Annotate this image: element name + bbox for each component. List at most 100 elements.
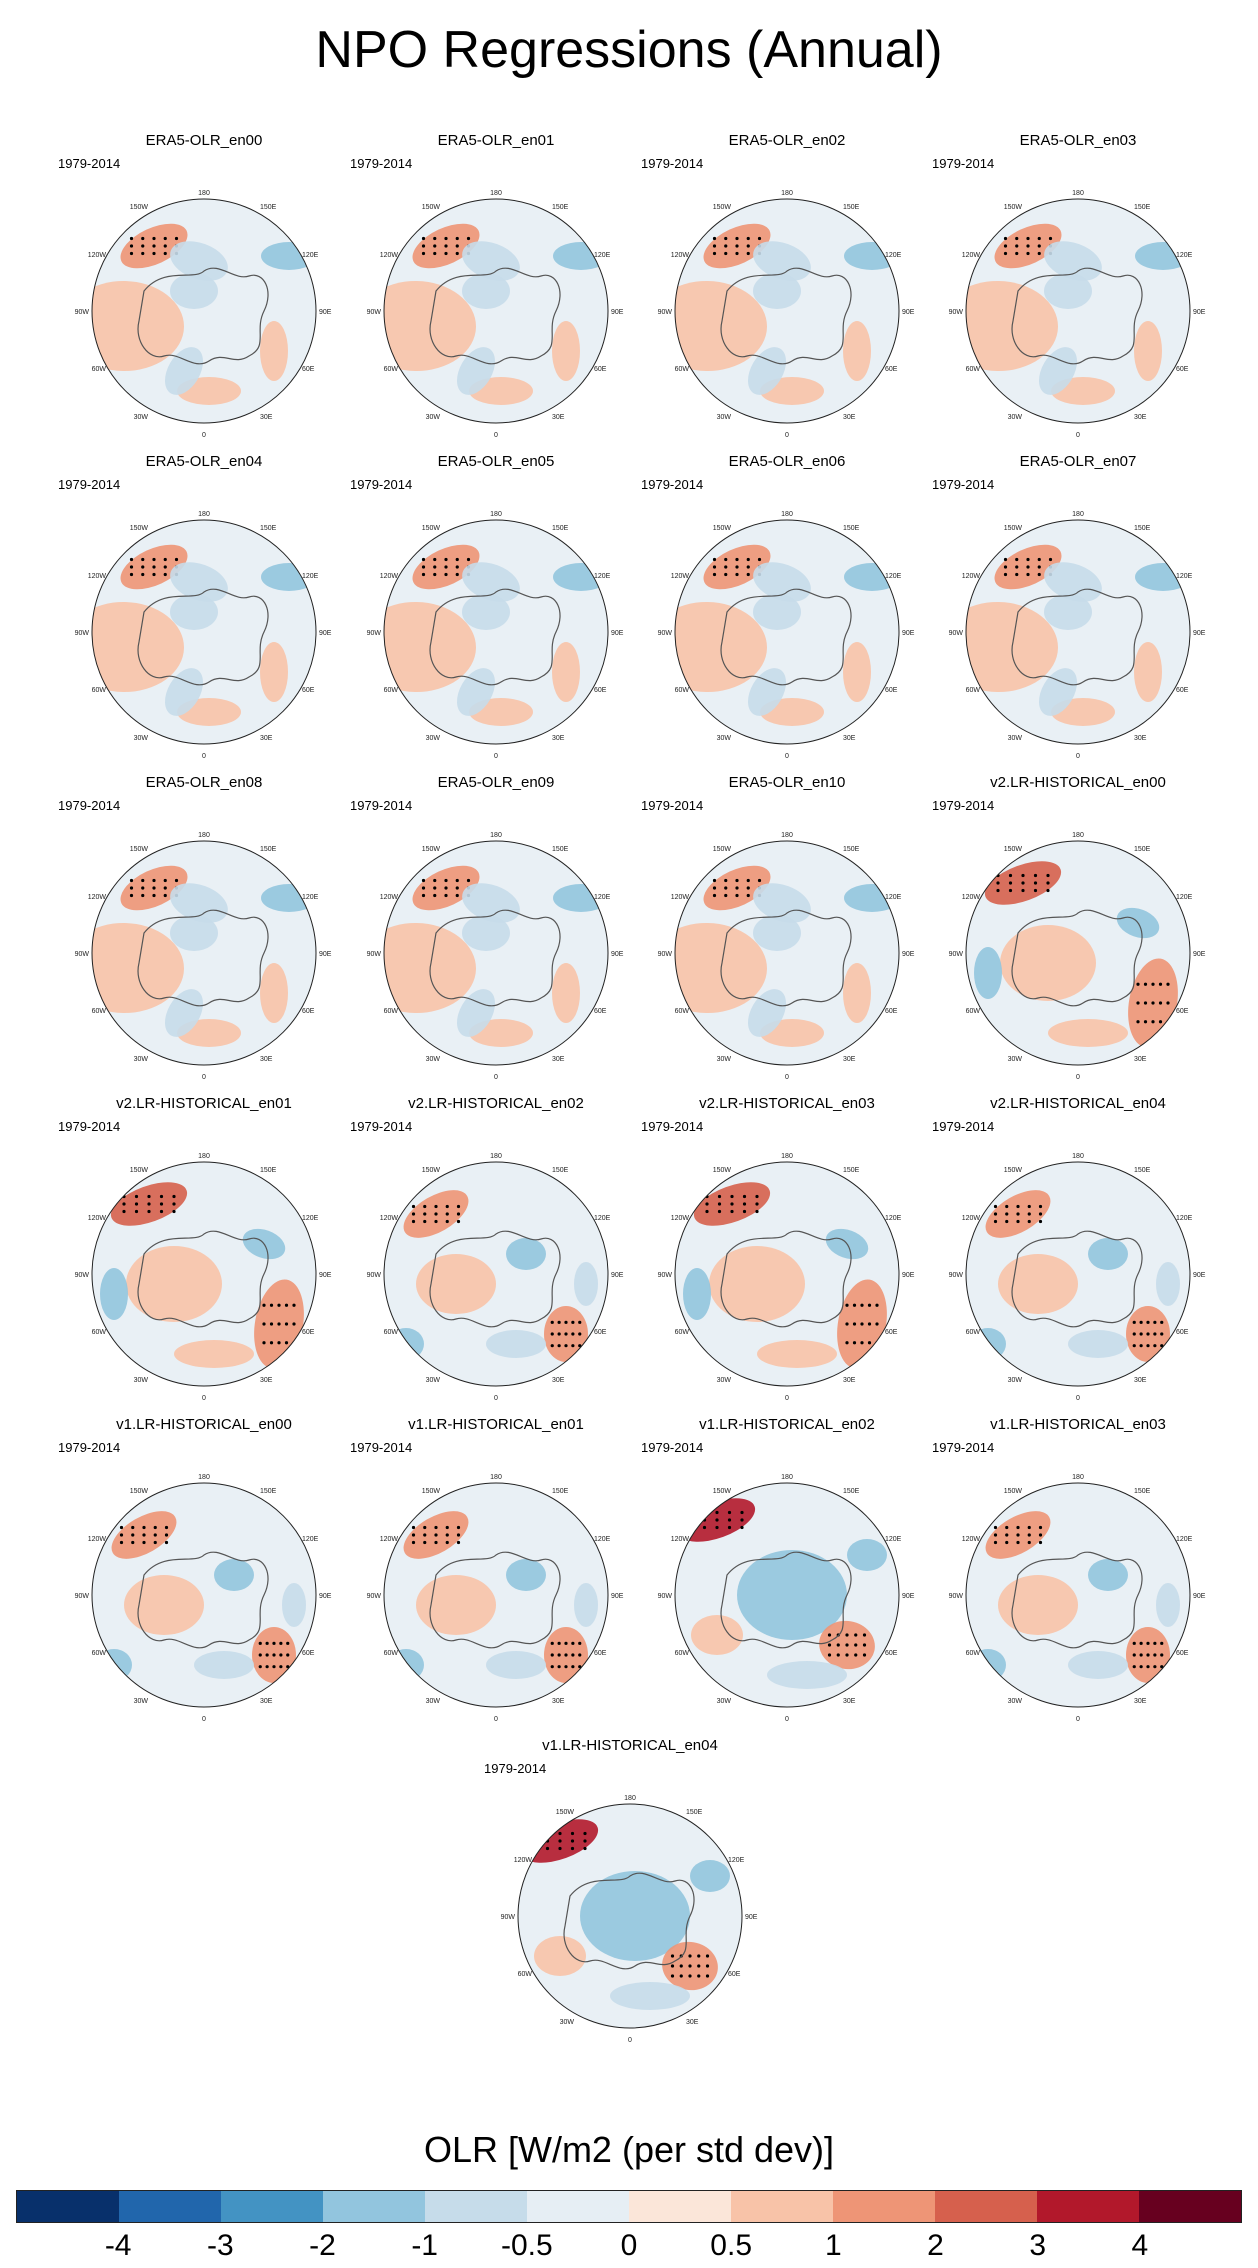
longitude-label: 120E [885, 1536, 902, 1543]
significance-dot [746, 886, 750, 890]
significance-dot [724, 886, 728, 890]
longitude-label: 30E [260, 735, 273, 742]
longitude-label: 90W [658, 1593, 673, 1600]
longitude-label: 120W [88, 1536, 107, 1543]
longitude-label: 180 [490, 511, 502, 518]
significance-dot [735, 572, 739, 577]
coastline [137, 267, 269, 365]
significance-dot [996, 888, 1000, 893]
anomaly-region [170, 562, 228, 602]
significance-dot [1016, 1204, 1020, 1209]
colorbar-segment [527, 2191, 629, 2222]
map-panel: ERA5-OLR_en09 1979-2014 180 0 150W 150E 120W 12… [350, 774, 642, 1090]
anomaly-region [506, 1559, 546, 1591]
significance-dot [860, 1341, 864, 1345]
coastline [1011, 909, 1143, 1007]
coastline [1011, 1551, 1143, 1649]
significance-dot [827, 1643, 832, 1647]
longitude-label: 120E [302, 1215, 319, 1222]
polar-map: 180 0 150W 150E 120W 120E 90W 90E 60W 60E 30W 30E [367, 511, 624, 760]
significance-dot [705, 1209, 709, 1214]
significance-dot [444, 565, 448, 569]
significance-dot [875, 1303, 879, 1307]
anomaly-region [1134, 642, 1162, 702]
longitude-label: 120W [380, 573, 399, 580]
coastline [720, 909, 852, 1007]
polar-map: 180 0 150W 150E 120W 120E 90W 90E 60W 60E 30W 30E [367, 832, 624, 1081]
significance-dot [1139, 1665, 1143, 1669]
significance-dot [730, 1194, 734, 1199]
significance-dot [724, 244, 728, 248]
map-panel: ERA5-OLR_en03 1979-2014 180 0 150W 150E 120W 12… [932, 132, 1224, 448]
polar-map: 180 0 150W 150E 120W 120E 90W 90E 60W 60E 30W 30E [658, 832, 915, 1081]
longitude-label: 120E [594, 252, 611, 259]
significance-dot [1132, 1332, 1136, 1336]
longitude-label: 0 [1076, 1395, 1080, 1402]
longitude-label: 60W [384, 687, 399, 694]
significance-dot [852, 1303, 857, 1307]
longitude-label: 30E [552, 1056, 565, 1063]
map-boundary [674, 198, 900, 424]
anomaly-region [170, 241, 228, 281]
longitude-label: 30E [552, 1377, 565, 1384]
longitude-label: 0 [494, 753, 498, 760]
longitude-label: 30W [560, 2019, 575, 2026]
significance-dot [746, 878, 750, 883]
anomaly-region [282, 1583, 306, 1627]
longitude-label: 60W [384, 366, 399, 373]
longitude-label: 120E [1176, 573, 1193, 580]
longitude-label: 30W [426, 414, 441, 421]
map-boundary [965, 1161, 1191, 1387]
map-panel: ERA5-OLR_en07 1979-2014 180 0 150W 150E 120W 12… [932, 453, 1224, 769]
map-panel: ERA5-OLR_en06 1979-2014 180 0 150W 150E 120W 12… [641, 453, 933, 769]
longitude-label: 90E [319, 951, 332, 958]
significance-dot [1143, 982, 1148, 986]
anomaly-region [170, 594, 218, 630]
longitude-label: 120E [1176, 1215, 1193, 1222]
significance-dot [163, 557, 167, 562]
longitude-label: 120E [885, 894, 902, 901]
significance-dot [688, 1954, 692, 1958]
anomaly-region [1088, 1238, 1128, 1270]
longitude-label: 0 [202, 432, 206, 439]
longitude-label: 60W [92, 366, 107, 373]
anomaly-region [737, 1550, 847, 1640]
longitude-label: 180 [781, 832, 793, 839]
significance-dot [550, 1653, 554, 1657]
longitude-label: 60W [675, 1008, 690, 1015]
coastline [1011, 588, 1143, 686]
significance-dot [265, 1653, 269, 1657]
anomaly-region [753, 594, 801, 630]
significance-dot [455, 878, 459, 883]
colorbar-tick-label: 3 [1029, 2229, 1046, 2262]
significance-dot [1153, 1332, 1157, 1336]
significance-dot [578, 1653, 582, 1657]
polar-map: 180 0 150W 150E 120W 120E 90W 90E 60W 60E 30W 30E [367, 1153, 624, 1402]
colorbar-tick-label: 0.5 [710, 2229, 753, 2262]
significance-dot [277, 1322, 281, 1326]
significance-dot [1015, 244, 1019, 248]
anomaly-region [165, 347, 203, 395]
significance-dot [712, 878, 717, 883]
significance-dot [1003, 557, 1008, 562]
longitude-label: 150E [1134, 204, 1151, 211]
significance-dot [1016, 1219, 1020, 1224]
longitude-label: 60E [885, 687, 898, 694]
significance-dot [564, 1344, 568, 1348]
significance-dot [164, 1525, 169, 1530]
significance-dot [141, 565, 145, 569]
significance-dot [688, 1974, 692, 1978]
panel-title: v2.LR-HISTORICAL_en02 [408, 1095, 584, 1112]
significance-dot [1003, 572, 1008, 577]
significance-dot [742, 1209, 747, 1214]
longitude-label: 120E [594, 894, 611, 901]
anomaly-region [709, 1246, 805, 1322]
significance-dot [1146, 1665, 1150, 1669]
longitude-label: 90W [367, 1593, 382, 1600]
coastline [1011, 267, 1143, 365]
significance-dot [862, 1653, 867, 1657]
significance-dot [456, 1219, 461, 1224]
significance-dot [715, 1518, 719, 1522]
significance-dot [715, 1525, 719, 1530]
longitude-label: 120W [671, 1536, 690, 1543]
